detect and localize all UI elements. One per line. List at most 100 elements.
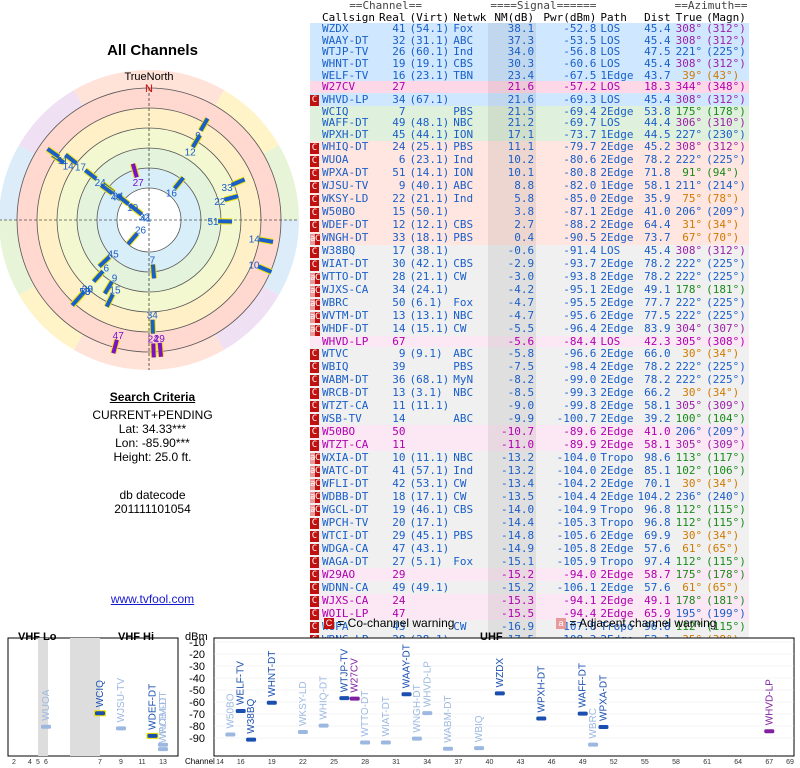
table-row[interactable]: aC WNGH-DT 33 (18.1) PBS 0.4 -90.5 2Edge 73.7 67°… — [310, 231, 750, 245]
table-row[interactable]: aC WFLI-DT 42 (53.1) CW -13.4 -104.2 2Edge 70.1 3… — [310, 476, 750, 491]
cell-azimuth-magn: (106°) — [706, 463, 746, 477]
table-row[interactable]: C WHVD-LP 34 (67.1) 21.6 -69.3 LOS 45.4 308° (312… — [310, 92, 750, 106]
table-row[interactable]: C WABM-DT 36 (68.1) MyN -8.2 -99.0 2Edge 78.2 222… — [310, 372, 750, 387]
cell-azimuth-true: 236° — [675, 489, 703, 503]
x-tick-label: 34 — [423, 759, 431, 766]
table-row[interactable]: C WTZT-CA 11 -11.0 -89.9 2Edge 58.1 305° (309°) — [310, 437, 750, 452]
y-tick-label: -10 — [189, 637, 205, 649]
table-row[interactable]: aC WXIA-DT 10 (11.1) NBC -13.2 -104.0 Tropo 98.6… — [310, 450, 750, 465]
table-row[interactable]: WZDX 41 (54.1) Fox 38.1 -52.8 LOS 45.4 308° (312°… — [310, 22, 750, 36]
cell-path: LOS — [600, 334, 621, 348]
station-mark — [474, 746, 485, 751]
table-row[interactable]: C WBIQ 39 PBS -7.5 -98.4 2Edge 78.2 222° (225°) — [310, 359, 750, 374]
table-row[interactable]: WPXH-DT 45 (44.1) ION 17.1 -73.7 1Edge 44.5 227°… — [310, 128, 750, 141]
flag: aC — [310, 297, 320, 310]
table-row[interactable]: aC WBRC 50 (6.1) Fox -4.7 -95.5 2Edge 77.7 222° (2… — [310, 296, 750, 310]
table-row[interactable]: aC WDBB-DT 18 (17.1) CW -13.5 -104.4 2Edge 104.2… — [310, 489, 750, 504]
x-tick-label: 7 — [98, 759, 102, 766]
table-row[interactable]: WAFF-DT 49 (48.1) NBC 21.2 -69.7 LOS 44.4 306° (3… — [310, 116, 750, 130]
cell-azimuth-true: 308° — [675, 33, 703, 47]
table-row[interactable]: C W29AO 29 -15.2 -94.0 2Edge 58.7 175° (178°) — [310, 568, 750, 582]
cell-virt: (12.1) — [409, 218, 450, 232]
cell-dist: 69.9 — [644, 528, 671, 542]
cell-azimuth-true: 305° — [675, 437, 703, 451]
table-row[interactable]: WELF-TV 16 (23.1) TBN 23.4 -67.5 1Edge 43.7 39°(… — [310, 69, 750, 82]
table-row[interactable]: C WAGA-DT 27 (5.1) Fox -15.1 -105.9 Tropo 97.4 11… — [310, 554, 750, 569]
table-row[interactable]: C WTCI-DT 29 (45.1) PBS -14.8 -105.6 2Edge 69.9 3… — [310, 528, 750, 543]
table-row[interactable]: C WOIL-LP 47 -15.5 -94.4 2Edge 65.9 195° (199°) — [310, 606, 750, 621]
adjacent-warning-flag: a — [310, 479, 316, 491]
table-row[interactable]: aC WGCL-DT 19 (46.1) CBS -14.0 -104.9 Tropo 96.8… — [310, 503, 750, 517]
table-row[interactable]: C WPCH-TV 20 (17.1) -14.4 -105.3 Tropo 96.8 112°… — [310, 515, 750, 530]
station-mark — [235, 709, 246, 713]
table-row[interactable]: C WPXA-DT 51 (14.1) ION 10.1 -80.8 2Edge 71.8 91°… — [310, 166, 750, 180]
table-row[interactable]: C WSB-TV 14 ABC -9.9 -100.7 2Edge 39.2 100° (104°… — [310, 412, 750, 426]
table-row[interactable]: C WUPA 43 CW -16.9 -107.8 Tropo 96.8 112° (115°) — [310, 619, 750, 634]
station-mark — [380, 740, 391, 745]
cell-real: 6 — [398, 153, 406, 167]
adjacent-warning-flag: a — [310, 324, 316, 336]
table-row[interactable]: C WKSY-LD 22 (21.1) Ind 5.8 -85.0 2Edge 35.9 75°(… — [310, 192, 750, 206]
cochannel-warning-flag: C — [310, 246, 319, 258]
table-row[interactable]: C WIAT-DT 30 (42.1) CBS -2.9 -93.7 2Edge 78.2 222… — [310, 257, 750, 271]
table-row[interactable]: aC WVTM-DT 13 (13.1) NBC -4.7 -95.6 2Edge 77.5 22… — [310, 309, 750, 323]
cell-virt: (11.1) — [409, 450, 450, 464]
cell-nm: -5.6 — [488, 335, 537, 348]
table-row[interactable]: aC WHDF-DT 14 (15.1) CW -5.5 -96.4 2Edge 83.9 304… — [310, 322, 750, 336]
cell-azimuth-true: 112° — [675, 515, 703, 529]
cell-azimuth-magn: (312°) — [706, 22, 746, 36]
cell-azimuth-true: 308° — [675, 244, 703, 258]
table-row[interactable]: WHVD-LP 67 -5.6 -84.4 LOS 42.3 305° (308°) — [310, 334, 750, 348]
table-row[interactable]: W27CV 27 21.6 -57.2 LOS 18.3 344° (348°) — [310, 81, 750, 93]
cell-path: Tropo — [600, 619, 634, 633]
cell-netwk: MyN — [453, 372, 474, 386]
table-row[interactable]: C WJXS-CA 24 -15.3 -94.1 2Edge 49.1 178° (181°) — [310, 594, 750, 608]
radar-point-label: 10 — [248, 261, 260, 272]
radar-point-label: 30 — [82, 284, 94, 295]
table-row[interactable]: C WRCB-DT 13 (3.1) NBC -8.5 -99.3 2Edge 66.2 30°(… — [310, 386, 750, 400]
table-row[interactable]: WCIQ 7 PBS 21.5 -69.4 2Edge 53.8 175° (178°) — [310, 104, 750, 118]
table-row[interactable]: C WDGA-CA 47 (43.1) -14.9 -105.8 2Edge 57.6 61°(… — [310, 541, 750, 556]
table-row[interactable]: aC WJXS-CA 34 (24.1) -4.2 -95.1 2Edge 49.1 178°(… — [310, 283, 750, 297]
cell-azimuth-magn: (225°) — [706, 153, 746, 167]
table-row[interactable]: C WUOA 6 (23.1) Ind 10.2 -80.6 2Edge 78.2 222° (22… — [310, 153, 750, 167]
cell-netwk: PBS — [453, 104, 474, 118]
table-row[interactable]: C W50BO 50 -10.7 -89.6 2Edge 41.0 206° (209°) — [310, 425, 750, 439]
table-row[interactable]: C W50BO 15 (50.1) 3.8 -87.1 2Edge 41.0 206° (209°… — [310, 205, 750, 219]
cell-dist: 78.2 — [644, 153, 671, 167]
table-row[interactable]: WHNT-DT 19 (19.1) CBS 30.3 -60.6 LOS 45.4 308° (3… — [310, 57, 750, 70]
table-row[interactable]: C WJSU-TV 9 (40.1) ABC 8.8 -82.0 1Edge 58.1 211°(… — [310, 179, 750, 193]
table-row[interactable]: C WDNN-CA 49 (49.1) -15.2 -106.1 2Edge 57.6 61°(… — [310, 581, 750, 595]
cell-virt: (5.1) — [409, 554, 443, 568]
table-row[interactable]: aC WATC-DT 41 (57.1) Ind -13.2 -104.0 2Edge 85.1… — [310, 463, 750, 478]
table-row[interactable]: C WTZT-CA 11 (11.1) -9.0 -99.8 2Edge 58.1 305° (3… — [310, 399, 750, 413]
flag: aC — [310, 284, 320, 297]
cell-callsign: WFLI-DT — [322, 476, 369, 490]
cell-path: 2Edge — [600, 606, 634, 620]
cochannel-warning-flag: C — [310, 259, 319, 271]
db-value: 201111101054 — [114, 502, 191, 516]
cell-nm: -13.2 — [488, 464, 537, 478]
table-row[interactable]: C WTVC 9 (9.1) ABC -5.8 -96.6 2Edge 66.0 30° (34°) — [310, 347, 750, 361]
cell-dist: 42.3 — [644, 334, 671, 348]
table-row[interactable]: WAAY-DT 32 (31.1) ABC 37.3 -53.5 LOS 45.4 308° (3… — [310, 33, 750, 47]
table-row[interactable]: C WDEF-DT 12 (12.1) CBS 2.7 -88.2 2Edge 64.4 31°(… — [310, 218, 750, 232]
cell-real: 17 — [392, 244, 406, 258]
cochannel-warning-flag: C — [310, 440, 319, 452]
cochannel-warning-flag: C — [310, 557, 319, 569]
cell-azimuth-true: 305° — [675, 334, 703, 348]
cell-nm: 30.3 — [488, 57, 537, 70]
table-row[interactable]: C W38BQ 17 (38.1) -0.6 -91.4 LOS 45.4 308° (312°) — [310, 244, 750, 258]
cell-azimuth-magn: (65°) — [706, 541, 740, 555]
cell-azimuth-true: 222° — [675, 359, 703, 373]
x-tick-label: 14 — [216, 759, 224, 766]
cell-path: LOS — [600, 116, 621, 130]
tvfool-link[interactable]: www.tvfool.com — [110, 592, 195, 606]
table-row[interactable]: WTJP-TV 26 (60.1) Ind 34.0 -56.8 LOS 47.5 221° (2… — [310, 46, 750, 58]
station-mark — [401, 692, 412, 697]
cell-netwk — [451, 93, 488, 106]
table-row[interactable]: C WHIQ-DT 24 (25.1) PBS 11.1 -79.7 2Edge 45.2 308… — [310, 140, 750, 154]
radar-point-label: 50 — [79, 287, 91, 298]
table-row[interactable]: aC WTTO-DT 28 (21.1) CW -3.0 -93.8 2Edge 78.2 222… — [310, 270, 750, 284]
radar-point-label: 11 — [58, 156, 69, 167]
